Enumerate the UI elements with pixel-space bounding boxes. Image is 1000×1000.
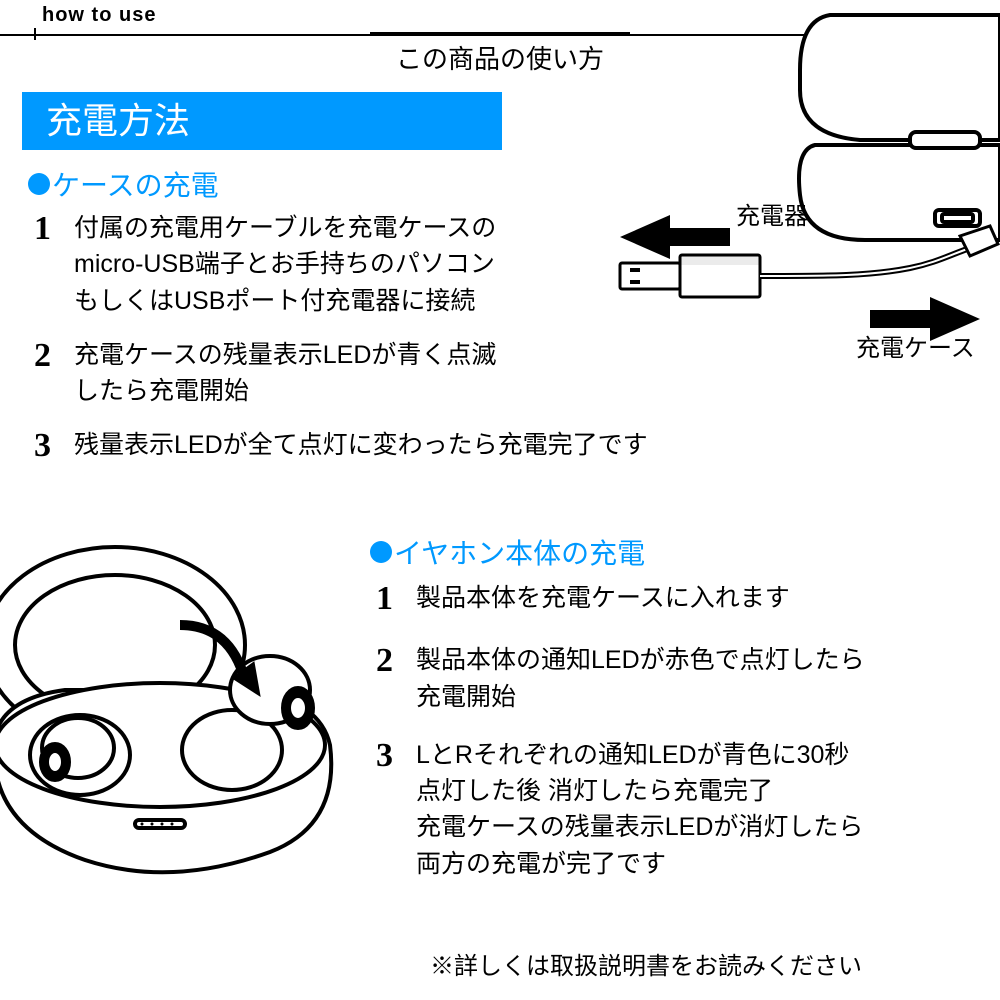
step-number: 1	[34, 212, 74, 246]
step-text: 製品本体を充電ケースに入れます	[416, 580, 790, 616]
step-number: 3	[34, 429, 74, 463]
step-text: 付属の充電用ケーブルを充電ケースのmicro-USB端子とお手持ちのパソコンもし…	[74, 210, 496, 319]
header-label: how to use	[42, 4, 156, 27]
step-text: 製品本体の通知LEDが赤色で点灯したら充電開始	[416, 642, 865, 715]
footnote: ※詳しくは取扱説明書をお読みください	[430, 946, 862, 981]
bullet-icon	[370, 541, 392, 563]
step-number: 1	[376, 582, 416, 616]
step-row: 2 製品本体の通知LEDが赤色で点灯したら充電開始	[376, 642, 976, 715]
step-row: 2 充電ケースの残量表示LEDが青く点滅したら充電開始	[34, 337, 654, 410]
section2-steps: 1 製品本体を充電ケースに入れます 2 製品本体の通知LEDが赤色で点灯したら充…	[376, 580, 976, 900]
step-number: 2	[34, 339, 74, 373]
section2-heading: イヤホン本体の充電	[370, 532, 645, 572]
step-row: 1 付属の充電用ケーブルを充電ケースのmicro-USB端子とお手持ちのパソコン…	[34, 210, 654, 319]
section-banner: 充電方法	[22, 92, 502, 150]
step-text: 充電ケースの残量表示LEDが青く点滅したら充電開始	[74, 337, 496, 410]
step-text: 残量表示LEDが全て点灯に変わったら充電完了です	[74, 427, 648, 463]
step-row: 3 残量表示LEDが全て点灯に変わったら充電完了です	[34, 427, 654, 463]
diagram-case-charging: 充電器 充電ケース	[600, 0, 1000, 400]
step-row: 3 LとRそれぞれの通知LEDが青色に30秒点灯した後 消灯したら充電完了充電ケ…	[376, 737, 976, 882]
section1-heading: ケースの充電	[28, 164, 219, 204]
label-case: 充電ケース	[856, 328, 975, 363]
section1-steps: 1 付属の充電用ケーブルを充電ケースのmicro-USB端子とお手持ちのパソコン…	[34, 210, 654, 482]
bullet-icon	[28, 173, 50, 195]
section2-heading-text: イヤホン本体の充電	[394, 532, 645, 572]
diagram-earbud-charging	[0, 530, 350, 910]
step-number: 3	[376, 739, 416, 773]
header-tick	[34, 28, 36, 40]
label-charger: 充電器	[736, 196, 808, 231]
step-row: 1 製品本体を充電ケースに入れます	[376, 580, 976, 616]
section1-heading-text: ケースの充電	[52, 164, 219, 204]
step-number: 2	[376, 644, 416, 678]
step-text: LとRそれぞれの通知LEDが青色に30秒点灯した後 消灯したら充電完了充電ケース…	[416, 737, 863, 882]
